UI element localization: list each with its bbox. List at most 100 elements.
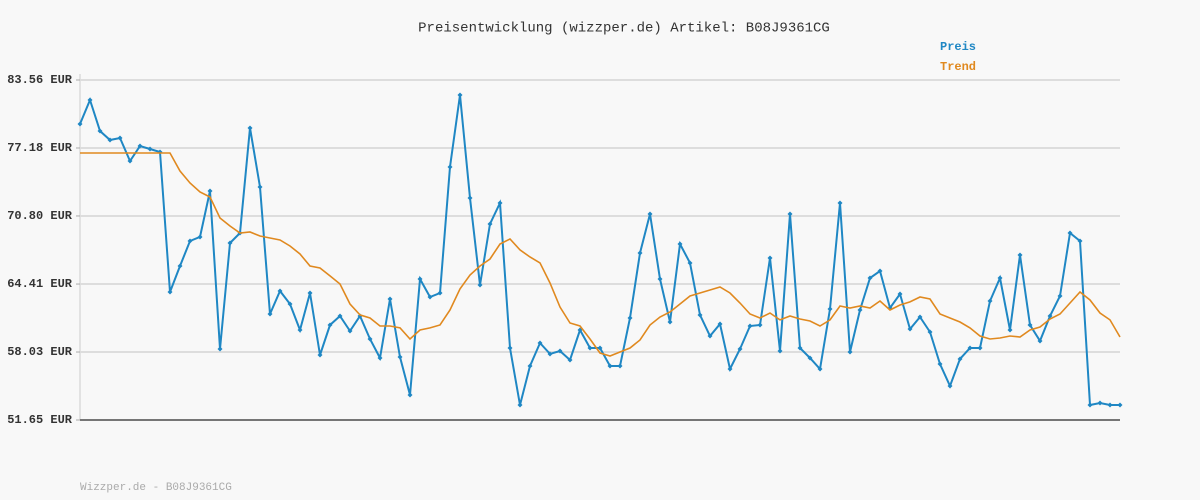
point-marker bbox=[87, 97, 93, 103]
point-marker bbox=[957, 356, 963, 362]
point-marker bbox=[787, 211, 793, 217]
point-marker bbox=[517, 402, 523, 408]
point-marker bbox=[977, 345, 983, 351]
point-marker bbox=[1007, 327, 1013, 333]
point-marker bbox=[377, 355, 383, 361]
point-marker bbox=[997, 275, 1003, 281]
point-marker bbox=[907, 326, 913, 332]
point-marker bbox=[857, 307, 863, 313]
point-marker bbox=[817, 366, 823, 372]
point-marker bbox=[537, 340, 543, 346]
point-marker bbox=[1087, 402, 1093, 408]
series-line bbox=[80, 152, 1121, 357]
y-tick-label: 83.56 EUR bbox=[7, 73, 73, 87]
point-marker bbox=[1017, 252, 1023, 258]
point-marker bbox=[227, 240, 233, 246]
point-marker bbox=[217, 346, 223, 352]
point-marker bbox=[747, 323, 753, 329]
y-tick-label: 77.18 EUR bbox=[7, 141, 73, 155]
point-marker bbox=[317, 352, 323, 358]
point-marker bbox=[677, 241, 683, 247]
point-marker bbox=[777, 348, 783, 354]
point-marker bbox=[607, 363, 613, 369]
chart-title: Preisentwicklung (wizzper.de) Artikel: B… bbox=[418, 21, 830, 37]
point-marker bbox=[367, 336, 373, 342]
point-marker bbox=[727, 366, 733, 372]
point-marker bbox=[1117, 402, 1123, 408]
point-marker bbox=[637, 250, 643, 256]
point-marker bbox=[877, 268, 883, 274]
point-marker bbox=[1107, 402, 1113, 408]
point-marker bbox=[437, 290, 443, 296]
y-tick-label: 64.41 EUR bbox=[7, 277, 73, 291]
point-marker bbox=[767, 255, 773, 261]
point-marker bbox=[737, 346, 743, 352]
point-marker bbox=[267, 311, 273, 317]
point-marker bbox=[627, 315, 633, 321]
legend-label: Preis bbox=[940, 40, 976, 54]
footer: Wizzper.de - B08J9361CG bbox=[80, 482, 232, 494]
point-marker bbox=[647, 211, 653, 217]
point-marker bbox=[417, 276, 423, 282]
point-marker bbox=[327, 322, 333, 328]
point-marker bbox=[487, 221, 493, 227]
point-marker bbox=[507, 345, 513, 351]
point-marker bbox=[547, 351, 553, 357]
point-marker bbox=[937, 361, 943, 367]
point-marker bbox=[557, 348, 563, 354]
point-marker bbox=[867, 275, 873, 281]
point-marker bbox=[667, 319, 673, 325]
point-marker bbox=[247, 125, 253, 131]
point-marker bbox=[897, 291, 903, 297]
point-marker bbox=[1057, 293, 1063, 299]
y-tick-label: 51.65 EUR bbox=[7, 413, 73, 427]
y-tick-label: 58.03 EUR bbox=[7, 345, 73, 359]
point-marker bbox=[807, 355, 813, 361]
point-marker bbox=[467, 195, 473, 201]
point-marker bbox=[297, 327, 303, 333]
point-marker bbox=[657, 276, 663, 282]
point-marker bbox=[617, 363, 623, 369]
point-marker bbox=[1097, 400, 1103, 406]
point-marker bbox=[757, 322, 763, 328]
point-marker bbox=[697, 312, 703, 318]
point-marker bbox=[587, 345, 593, 351]
point-marker bbox=[837, 200, 843, 206]
point-marker bbox=[717, 321, 723, 327]
point-marker bbox=[457, 92, 463, 98]
point-marker bbox=[687, 260, 693, 266]
point-marker bbox=[207, 188, 213, 194]
point-marker bbox=[167, 289, 173, 295]
point-marker bbox=[1027, 322, 1033, 328]
point-marker bbox=[347, 328, 353, 334]
point-marker bbox=[307, 290, 313, 296]
point-marker bbox=[797, 345, 803, 351]
point-marker bbox=[847, 349, 853, 355]
point-marker bbox=[197, 234, 203, 240]
point-marker bbox=[127, 158, 133, 164]
point-marker bbox=[927, 329, 933, 335]
point-marker bbox=[147, 146, 153, 152]
point-marker bbox=[137, 143, 143, 149]
point-marker bbox=[337, 313, 343, 319]
point-marker bbox=[257, 184, 263, 190]
point-marker bbox=[987, 298, 993, 304]
point-marker bbox=[447, 164, 453, 170]
point-marker bbox=[287, 301, 293, 307]
point-marker bbox=[597, 345, 603, 351]
point-marker bbox=[177, 263, 183, 269]
point-marker bbox=[497, 200, 503, 206]
point-marker bbox=[1077, 238, 1083, 244]
point-marker bbox=[567, 357, 573, 363]
point-marker bbox=[77, 121, 83, 127]
point-marker bbox=[387, 296, 393, 302]
point-marker bbox=[187, 238, 193, 244]
y-tick-label: 70.80 EUR bbox=[7, 209, 73, 223]
point-marker bbox=[1037, 338, 1043, 344]
point-marker bbox=[967, 345, 973, 351]
legend-label: Trend bbox=[940, 60, 976, 74]
point-marker bbox=[477, 282, 483, 288]
